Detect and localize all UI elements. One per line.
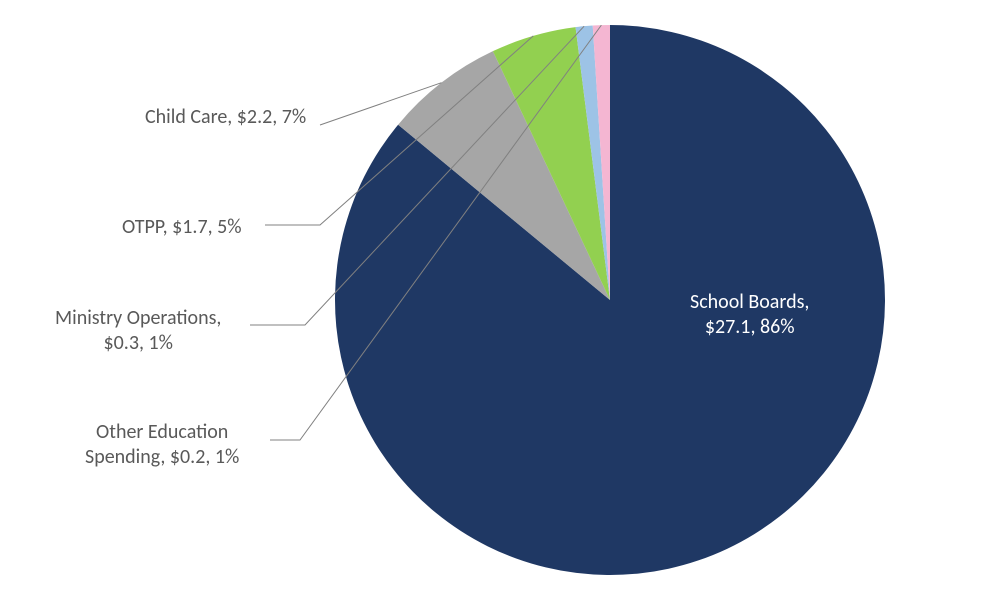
slice-label-other-education-spending: Other Education Spending, $0.2, 1% — [85, 420, 239, 470]
slice-label-otpp: OTPP, $1.7, 5% — [122, 215, 242, 240]
slice-label-child-care: Child Care, $2.2, 7% — [145, 105, 306, 130]
pie-svg — [0, 0, 988, 608]
education-spending-pie-chart: School Boards, $27.1, 86% Child Care, $2.… — [0, 0, 988, 608]
slice-label-school-boards: School Boards, $27.1, 86% — [690, 290, 809, 340]
slice-label-ministry-operations: Ministry Operations, $0.3, 1% — [55, 306, 221, 356]
